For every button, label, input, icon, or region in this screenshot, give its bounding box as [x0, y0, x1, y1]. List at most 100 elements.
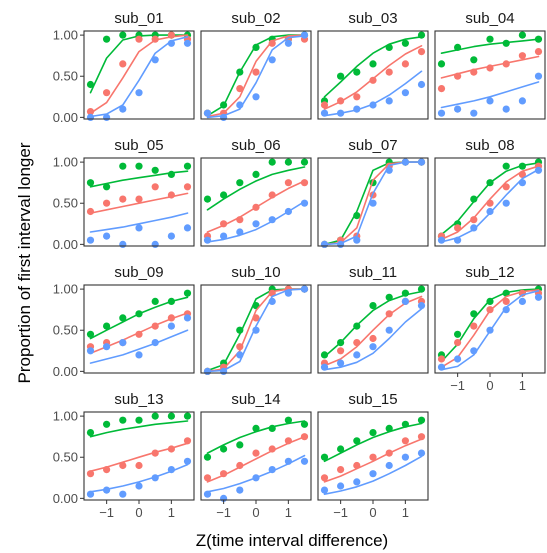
y-axis-title: Proportion of first interval longer: [15, 142, 34, 383]
data-point: [337, 240, 345, 248]
data-point: [135, 351, 143, 359]
panel-title: sub_09: [114, 264, 163, 281]
fit-line-series-1: [89, 420, 189, 438]
data-point: [518, 97, 527, 105]
data-point: [268, 158, 276, 166]
data-point: [385, 166, 393, 174]
data-point: [151, 240, 159, 248]
data-point: [300, 158, 309, 166]
data-point: [417, 31, 426, 39]
data-point: [103, 113, 111, 121]
data-point: [151, 56, 159, 64]
data-point: [486, 297, 494, 305]
fit-line-series-2: [323, 438, 423, 483]
data-point: [353, 68, 361, 76]
data-point: [320, 109, 329, 117]
data-point: [119, 416, 127, 424]
data-point: [534, 35, 543, 43]
data-point: [183, 457, 192, 465]
data-point: [151, 166, 159, 174]
data-point: [268, 191, 276, 199]
data-point: [486, 35, 494, 43]
panel-sub_08: sub_08: [434, 137, 546, 247]
data-point: [203, 490, 212, 498]
data-point: [236, 486, 244, 494]
data-point: [252, 170, 260, 178]
data-point: [401, 297, 409, 305]
data-point: [337, 482, 345, 490]
data-point: [353, 351, 361, 359]
data-point: [470, 109, 478, 117]
data-point: [119, 314, 127, 322]
data-point: [369, 302, 377, 310]
data-point: [437, 236, 446, 244]
data-point: [502, 105, 510, 113]
data-point: [300, 457, 309, 465]
data-point: [183, 412, 192, 420]
data-point: [203, 367, 212, 375]
data-point: [268, 297, 276, 305]
data-point: [502, 297, 510, 305]
data-point: [470, 347, 478, 355]
x-tick-label: 1: [168, 505, 175, 520]
data-point: [401, 89, 409, 97]
fit-line-series-2: [89, 34, 189, 114]
data-point: [220, 113, 228, 121]
data-point: [401, 437, 409, 445]
data-point: [437, 363, 446, 371]
data-point: [486, 199, 494, 207]
data-point: [486, 207, 494, 216]
data-point: [337, 97, 345, 105]
data-point: [417, 449, 426, 457]
data-point: [385, 97, 393, 105]
data-point: [220, 232, 228, 240]
data-point: [236, 461, 244, 470]
data-point: [454, 43, 462, 52]
data-point: [103, 199, 111, 207]
data-point: [119, 162, 127, 170]
data-point: [86, 429, 95, 437]
data-point: [353, 322, 361, 330]
data-point: [353, 478, 361, 486]
data-point: [417, 285, 426, 293]
panel-title: sub_04: [465, 10, 514, 27]
data-point: [236, 228, 244, 236]
data-point: [401, 453, 409, 461]
data-point: [437, 60, 446, 68]
data-point: [236, 216, 244, 224]
panel-sub_02: sub_02: [200, 10, 312, 121]
data-point: [119, 490, 127, 498]
x-tick-label: 1: [519, 378, 526, 393]
data-point: [236, 85, 244, 93]
data-point: [518, 31, 527, 39]
data-point: [252, 424, 260, 432]
y-tick-label: 0.50: [53, 69, 78, 84]
data-point: [167, 445, 175, 453]
x-tick-label: 0: [135, 505, 142, 520]
data-point: [534, 48, 543, 56]
data-point: [337, 445, 345, 453]
data-point: [320, 101, 329, 109]
data-point: [320, 486, 329, 494]
panel-frame: [434, 157, 546, 247]
fit-line-series-3: [323, 308, 423, 371]
panel-title: sub_05: [114, 137, 163, 154]
data-point: [401, 39, 409, 47]
data-point: [486, 179, 494, 187]
y-tick-label: 0.50: [53, 323, 78, 338]
data-point: [369, 429, 377, 437]
data-point: [486, 64, 494, 72]
x-tick-label: 1: [402, 505, 409, 520]
data-point: [135, 162, 143, 170]
data-point: [320, 351, 329, 359]
y-tick-label: 1.00: [53, 155, 78, 170]
data-point: [470, 224, 478, 232]
data-point: [135, 330, 143, 338]
data-point: [353, 339, 361, 347]
data-point: [385, 326, 393, 334]
panel-frame: [83, 284, 195, 374]
data-point: [86, 108, 95, 116]
x-tick-label: −1: [216, 505, 231, 520]
data-point: [300, 179, 309, 187]
